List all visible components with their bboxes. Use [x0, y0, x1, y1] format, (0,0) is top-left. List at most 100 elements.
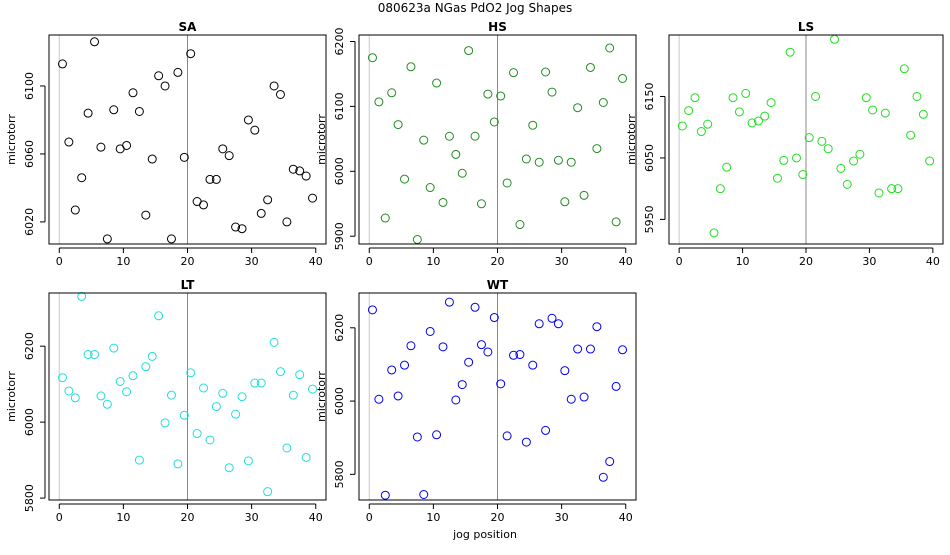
panel-title: LT — [181, 278, 196, 292]
data-point — [772, 173, 782, 183]
x-axis: 0 10 20 30 40 — [56, 247, 323, 268]
data-point — [703, 119, 713, 129]
y-tick-label: 6050 — [643, 144, 656, 172]
x-tick-label: 10 — [426, 255, 440, 268]
data-point — [90, 37, 100, 47]
data-point — [109, 105, 119, 115]
data-point — [263, 195, 273, 205]
data-point — [173, 67, 183, 77]
y-tick-label: 6150 — [643, 82, 656, 110]
data-point — [470, 302, 480, 312]
data-point — [611, 381, 621, 391]
data-point — [855, 149, 865, 159]
data-point — [747, 118, 757, 128]
data-point — [224, 463, 234, 473]
data-point — [308, 193, 318, 203]
data-point — [295, 370, 305, 380]
data-point — [425, 326, 435, 336]
data-point — [893, 184, 903, 194]
panel-title: SA — [179, 20, 198, 34]
data-point — [438, 342, 448, 352]
data-point — [791, 153, 801, 163]
data-point — [432, 430, 442, 440]
y-axis-label: microtorr — [315, 371, 328, 422]
data-point — [367, 53, 377, 63]
data-point — [301, 171, 311, 181]
data-point — [282, 443, 292, 453]
data-point — [722, 162, 732, 172]
data-point — [728, 93, 738, 103]
data-point — [811, 91, 821, 101]
data-point — [753, 116, 763, 126]
data-point — [179, 410, 189, 420]
data-point — [605, 43, 615, 53]
data-point — [451, 395, 461, 405]
y-axis-label: microtorr — [5, 371, 18, 422]
data-point — [677, 121, 687, 131]
x-tick-label: 10 — [116, 511, 130, 524]
x-tick-label: 20 — [491, 511, 505, 524]
data-point — [211, 402, 221, 412]
data-point — [918, 109, 928, 119]
data-point — [205, 435, 215, 445]
data-point — [496, 91, 506, 101]
x-tick-label: 10 — [426, 511, 440, 524]
data-point — [102, 234, 112, 244]
data-point — [70, 205, 80, 215]
x-tick-label: 30 — [555, 511, 569, 524]
data-point — [515, 350, 525, 360]
x-tick-label: 20 — [491, 255, 505, 268]
y-tick-label: 6100 — [23, 72, 36, 100]
data-point — [387, 365, 397, 375]
data-point — [496, 379, 506, 389]
data-point — [77, 173, 87, 183]
data-point — [598, 98, 608, 108]
data-point — [380, 213, 390, 223]
data-point — [57, 373, 67, 383]
data-point — [534, 157, 544, 167]
data-point — [880, 108, 890, 118]
data-point — [566, 394, 576, 404]
data-point — [83, 350, 93, 360]
page-title: 080623a NGas PdO2 Jog Shapes — [378, 1, 573, 15]
y-axis: 5950 6050 6150 — [643, 82, 666, 233]
data-point — [205, 174, 215, 184]
panel-wt: WT 0 10 20 30 40 5800 6000 6200 microtorr — [315, 278, 637, 524]
plot-frame — [668, 34, 944, 245]
data-point — [861, 93, 871, 103]
data-point — [741, 88, 751, 98]
data-point — [288, 390, 298, 400]
data-point — [122, 140, 132, 150]
data-point — [134, 455, 144, 465]
data-point — [275, 89, 285, 99]
data-point — [515, 220, 525, 230]
data-point — [128, 88, 138, 98]
data-point — [906, 130, 916, 140]
data-point — [166, 234, 176, 244]
x-tick-label: 40 — [926, 255, 940, 268]
data-point — [509, 350, 519, 360]
data-point — [412, 234, 422, 244]
data-point — [406, 341, 416, 351]
data-point — [830, 34, 840, 44]
x-tick-label: 0 — [366, 511, 373, 524]
data-point — [160, 81, 170, 91]
data-point — [541, 67, 551, 77]
data-point — [211, 174, 221, 184]
data-point — [199, 383, 209, 393]
data-point — [70, 393, 80, 403]
data-point — [275, 367, 285, 377]
data-point — [483, 89, 493, 99]
x-axis: 0 10 20 30 40 — [366, 503, 633, 524]
x-tick-label: 40 — [309, 511, 323, 524]
data-point — [528, 120, 538, 130]
data-point — [263, 487, 273, 497]
data-point — [199, 200, 209, 210]
x-tick-label: 0 — [366, 255, 373, 268]
y-tick-label: 6000 — [23, 408, 36, 436]
data-point — [874, 188, 884, 198]
data-point — [573, 344, 583, 354]
y-tick-label: 6000 — [333, 387, 346, 415]
